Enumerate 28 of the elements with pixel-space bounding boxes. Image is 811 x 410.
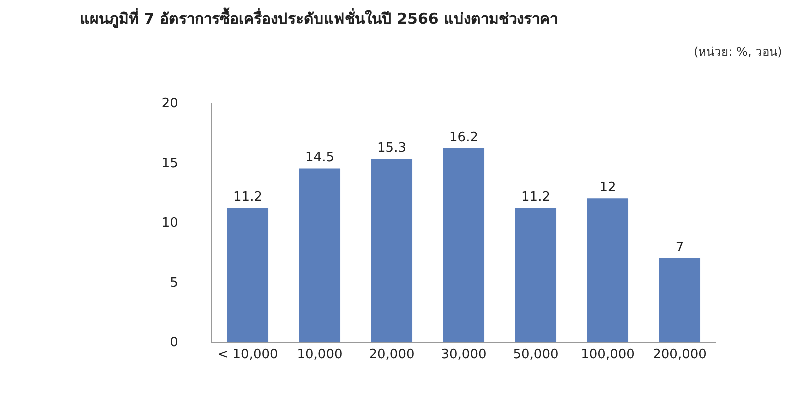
y-tick-label: 0 [170,336,178,351]
bar [371,159,413,342]
x-tick-label: 10,000 [297,348,343,363]
bar [443,148,485,342]
y-tick-label: 10 [162,216,178,232]
data-label: 15.3 [378,141,406,156]
bar [587,198,629,342]
data-label: 11.2 [522,190,550,206]
bar [515,208,557,342]
text: (หน่วย: %, วอน) [694,45,782,59]
x-tick-label: 20,000 [369,348,415,363]
y-tick-label: 5 [170,276,178,291]
bar [659,258,701,342]
y-tick-label: 20 [162,96,178,112]
y-tick-label: 15 [162,156,178,172]
x-tick-label: 30,000 [441,348,487,363]
data-label: 11.2 [234,190,262,206]
data-label: 7 [676,240,684,256]
bar [299,168,341,342]
x-tick-label: < 10,000 [218,348,278,363]
data-label: 12 [600,180,616,196]
chart-title: แผนภูมิที่ 7 อัตราการซื้อเครื่องประดับแฟชั่นในปี 2566 แบ่งตามช่วงราคา [80,7,558,29]
x-tick-label: 100,000 [581,348,635,363]
bar [227,208,269,342]
x-tick-label: 50,000 [513,348,559,363]
data-label: 16.2 [450,130,478,146]
data-label: 14.5 [306,150,334,166]
x-tick-label: 200,000 [653,348,707,363]
